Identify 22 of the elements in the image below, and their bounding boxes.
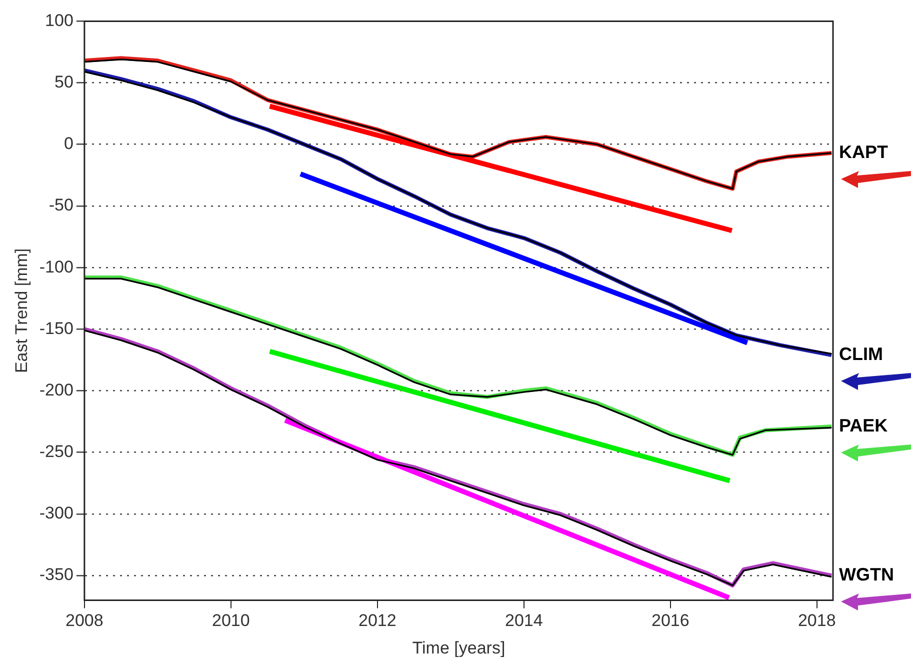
y-axis-title: East Trend [mm] (12, 248, 31, 374)
x-axis-title: Time [years] (412, 638, 506, 658)
x-tick-label: 2014 (504, 611, 543, 630)
series-label: KAPT (839, 142, 888, 162)
y-tick-label: -350 (39, 565, 74, 584)
series-label: WGTN (839, 564, 894, 585)
series-label: PAEK (839, 415, 888, 436)
y-tick-label: -300 (39, 504, 74, 523)
x-tick-label: 2016 (651, 611, 690, 630)
y-tick-label: -250 (39, 442, 74, 462)
y-tick-label: 50 (54, 72, 74, 92)
x-tick-label: 2010 (212, 611, 250, 630)
y-tick-label: -50 (48, 196, 74, 215)
y-tick-label: 0 (64, 134, 74, 154)
x-tick-label: 2018 (798, 611, 836, 630)
x-tick-label: 2008 (66, 611, 104, 630)
y-tick-label: -200 (39, 380, 74, 400)
y-tick-label: 100 (45, 10, 74, 30)
y-tick-label: -100 (39, 257, 74, 276)
series-label: CLIM (839, 344, 883, 364)
y-tick-label: -150 (39, 318, 74, 338)
x-tick-label: 2012 (358, 611, 396, 630)
